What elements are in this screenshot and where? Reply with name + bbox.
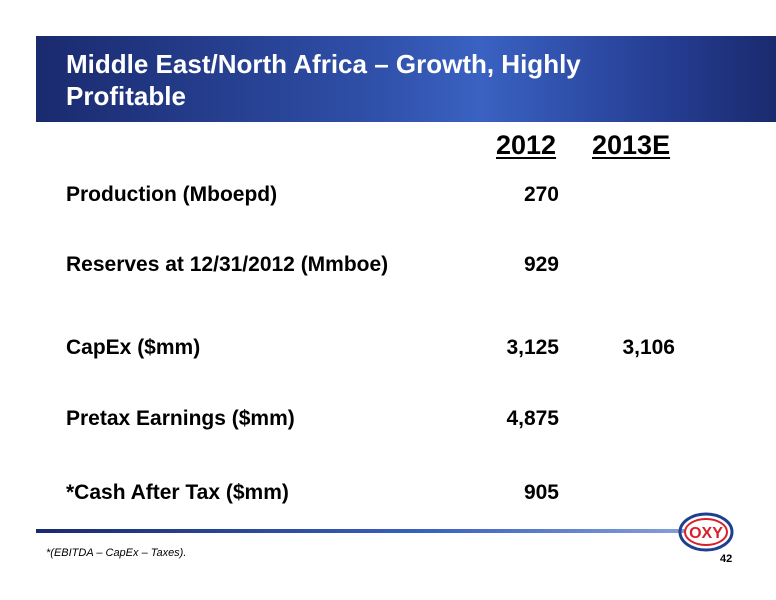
row-label: *Cash After Tax ($mm) xyxy=(66,481,289,504)
table-row: Pretax Earnings ($mm) 4,875 xyxy=(0,407,776,437)
title-bar: Middle East/North Africa – Growth, Highl… xyxy=(36,36,776,122)
slide-title: Middle East/North Africa – Growth, Highl… xyxy=(66,49,581,111)
logo-ring xyxy=(678,512,734,552)
value-2012: 4,875 xyxy=(506,407,559,430)
column-header-2013e: 2013E xyxy=(592,130,671,160)
column-header-2012: 2012 xyxy=(496,130,557,160)
row-label: CapEx ($mm) xyxy=(66,336,201,359)
page-number: 42 xyxy=(720,553,733,565)
row-label: Reserves at 12/31/2012 (Mmboe) xyxy=(66,253,389,276)
logo-text: OXY xyxy=(689,525,723,542)
table-row: Reserves at 12/31/2012 (Mmboe) 929 xyxy=(0,253,776,283)
table-row: *Cash After Tax ($mm) 905 xyxy=(0,481,776,511)
value-2012: 270 xyxy=(523,183,559,206)
table-row: CapEx ($mm) 3,125 3,106 xyxy=(0,336,776,366)
value-2012: 3,125 xyxy=(506,336,559,359)
row-label: Pretax Earnings ($mm) xyxy=(66,407,295,430)
column-headers: 2012 2013E xyxy=(0,130,776,164)
value-2012: 905 xyxy=(523,481,559,504)
footnote: *(EBITDA – CapEx – Taxes). xyxy=(46,547,187,559)
row-label: Production (Mboepd) xyxy=(66,183,278,206)
footer-divider xyxy=(36,529,696,533)
value-2013e: 3,106 xyxy=(622,336,675,359)
value-2012: 929 xyxy=(523,253,559,276)
logo-inner-ring xyxy=(684,518,728,546)
oxy-logo: OXY xyxy=(678,512,734,552)
table-row: Production (Mboepd) 270 xyxy=(0,183,776,213)
